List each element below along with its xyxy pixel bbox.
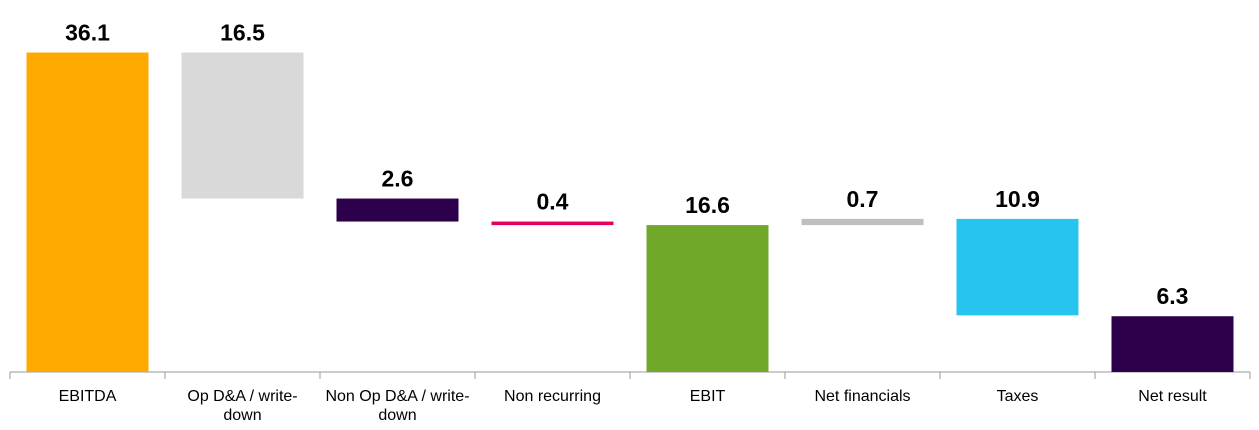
x-tick-label: Net result bbox=[1138, 388, 1207, 405]
bar bbox=[336, 198, 459, 222]
x-tick-label: Non Op D&A / write-down bbox=[325, 388, 470, 424]
x-tick-label: Op D&A / write-down bbox=[187, 388, 298, 424]
bar bbox=[491, 221, 614, 226]
value-label: 6.3 bbox=[1157, 283, 1189, 309]
bar bbox=[646, 225, 769, 372]
value-label: 16.5 bbox=[220, 20, 265, 46]
value-label: 0.7 bbox=[847, 186, 879, 212]
value-label: 2.6 bbox=[382, 166, 414, 192]
x-tick-label: Taxes bbox=[996, 388, 1039, 405]
x-tick-label: EBIT bbox=[689, 388, 726, 405]
bar bbox=[26, 52, 149, 372]
value-label: 10.9 bbox=[995, 186, 1040, 212]
bar bbox=[801, 218, 924, 226]
x-tick-label: Net financials bbox=[814, 388, 911, 405]
value-label: 0.4 bbox=[537, 189, 569, 215]
value-label: 16.6 bbox=[685, 192, 730, 218]
bar bbox=[1111, 316, 1234, 372]
bar bbox=[181, 52, 304, 199]
value-label: 36.1 bbox=[65, 20, 110, 46]
bar bbox=[956, 218, 1079, 316]
x-tick-label: EBITDA bbox=[58, 388, 117, 405]
x-tick-label: Non recurring bbox=[504, 388, 601, 405]
